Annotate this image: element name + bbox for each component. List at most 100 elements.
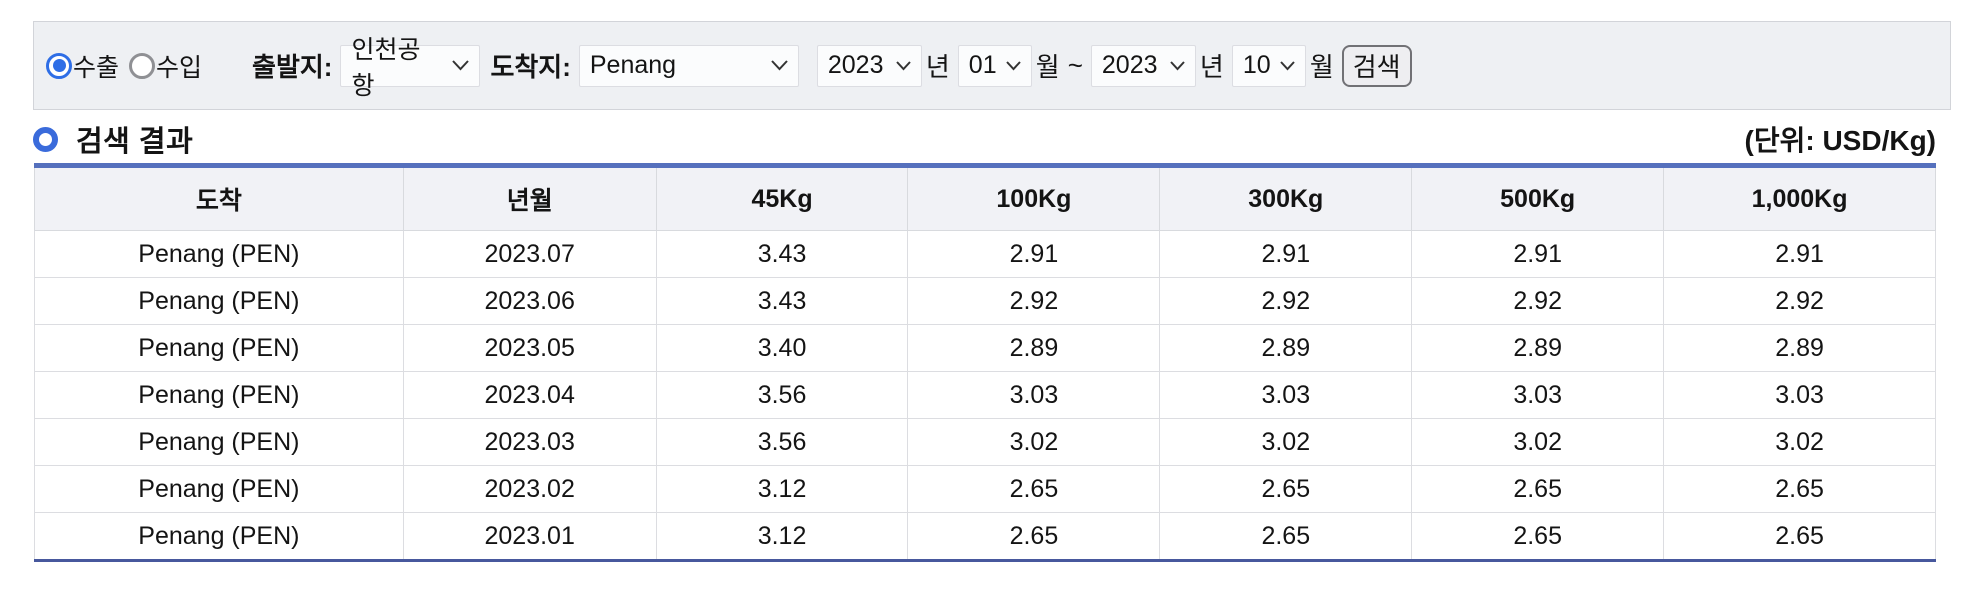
rates-table: 도착 년월 45Kg 100Kg 300Kg 500Kg 1,000Kg Penang (P… — [34, 163, 1936, 562]
table-cell: 3.03 — [1663, 371, 1936, 419]
table-cell: Penang (PEN) — [34, 230, 404, 278]
rates-table-header-row: 도착 년월 45Kg 100Kg 300Kg 500Kg 1,000Kg — [34, 165, 1936, 231]
search-button[interactable]: 검색 — [1341, 44, 1412, 87]
chevron-down-icon — [1170, 60, 1185, 71]
table-cell: 2.89 — [1411, 324, 1665, 372]
results-section-title: 검색 결과 — [76, 126, 194, 158]
table-cell: 2.65 — [907, 512, 1161, 561]
table-cell: 3.02 — [1411, 418, 1665, 466]
results-heading-row: 검색 결과 (단위: USD/Kg) — [33, 120, 1936, 158]
from-year-value: 2023 — [827, 51, 884, 79]
table-cell: 2.65 — [907, 465, 1161, 513]
table-cell: 2.91 — [1411, 230, 1665, 278]
column-header: 1,000Kg — [1663, 165, 1936, 231]
section-bullet-ring-icon — [33, 126, 58, 152]
chevron-down-icon — [771, 60, 788, 71]
to-month-suffix: 월 — [1309, 52, 1334, 82]
table-cell: 2.92 — [1663, 277, 1936, 325]
table-cell: 2023.03 — [402, 418, 657, 466]
table-cell: Penang (PEN) — [34, 371, 404, 419]
table-cell: 3.56 — [655, 418, 909, 466]
origin-select-value: 인천공항 — [351, 35, 421, 100]
table-cell: 3.02 — [907, 418, 1161, 466]
table-cell: Penang (PEN) — [34, 418, 404, 466]
table-cell: 3.12 — [655, 512, 909, 561]
to-month-select[interactable]: 10 — [1231, 44, 1306, 87]
from-month-suffix: 월 — [1035, 52, 1060, 82]
destination-label: 도착지: — [490, 52, 571, 82]
table-cell: 2023.04 — [402, 371, 657, 419]
radio-export-indicator[interactable] — [46, 52, 72, 79]
table-cell: 2.91 — [1663, 230, 1936, 278]
table-cell: 2.92 — [1411, 277, 1665, 325]
table-row: Penang (PEN) 2023.03 3.56 3.02 3.02 3.02 3.02 — [34, 418, 1936, 466]
radio-import[interactable]: 수입 — [129, 48, 202, 84]
table-cell: 2.65 — [1663, 465, 1936, 513]
radio-export[interactable]: 수출 — [46, 48, 119, 84]
table-row: Penang (PEN) 2023.01 3.12 2.65 2.65 2.65 2.65 — [34, 512, 1936, 561]
table-cell: 2.89 — [907, 324, 1161, 372]
chevron-down-icon — [1006, 60, 1021, 71]
column-header: 500Kg — [1411, 165, 1665, 231]
table-cell: 2.65 — [1663, 512, 1936, 561]
table-cell: 2.65 — [1411, 465, 1665, 513]
to-month-value: 10 — [1242, 51, 1271, 79]
column-header: 도착 — [34, 165, 404, 231]
radio-import-label: 수입 — [156, 53, 203, 82]
table-row: Penang (PEN) 2023.04 3.56 3.03 3.03 3.03 3.03 — [34, 371, 1936, 419]
table-cell: 3.03 — [907, 371, 1161, 419]
range-separator: ~ — [1067, 50, 1083, 80]
table-cell: 3.43 — [655, 230, 909, 278]
origin-label: 출발지: — [252, 52, 333, 82]
to-year-suffix: 년 — [1199, 52, 1224, 82]
column-header: 100Kg — [907, 165, 1161, 231]
column-header: 45Kg — [655, 165, 909, 231]
from-year-select[interactable]: 2023 — [816, 44, 922, 87]
table-cell: 2.89 — [1159, 324, 1413, 372]
column-header: 년월 — [402, 165, 657, 231]
table-cell: Penang (PEN) — [34, 277, 404, 325]
from-year-suffix: 년 — [925, 52, 950, 82]
table-cell: 2023.05 — [402, 324, 657, 372]
table-cell: 2023.02 — [402, 465, 657, 513]
from-month-value: 01 — [968, 51, 997, 79]
table-cell: 3.03 — [1411, 371, 1665, 419]
to-year-value: 2023 — [1101, 51, 1158, 79]
table-cell: 3.02 — [1159, 418, 1413, 466]
table-cell: 2.92 — [907, 277, 1161, 325]
from-month-select[interactable]: 01 — [957, 44, 1032, 87]
table-cell: 3.56 — [655, 371, 909, 419]
table-row: Penang (PEN) 2023.05 3.40 2.89 2.89 2.89 2.89 — [34, 324, 1936, 372]
table-row: Penang (PEN) 2023.07 3.43 2.91 2.91 2.91 2.91 — [34, 230, 1936, 278]
chevron-down-icon — [452, 60, 470, 71]
radio-export-label: 수출 — [73, 53, 120, 82]
table-cell: Penang (PEN) — [34, 465, 404, 513]
search-filter-bar: 수출 수입 출발지: 인천공항 도착지: Penang 2023 년 01 월 … — [33, 21, 1951, 110]
table-cell: 2.65 — [1411, 512, 1665, 561]
table-cell: 3.02 — [1663, 418, 1936, 466]
radio-import-indicator[interactable] — [129, 52, 156, 79]
table-cell: 2023.01 — [402, 512, 657, 561]
table-cell: 2.92 — [1159, 277, 1413, 325]
table-cell: 3.40 — [655, 324, 909, 372]
table-cell: Penang (PEN) — [34, 512, 404, 561]
chevron-down-icon — [896, 60, 911, 71]
origin-select[interactable]: 인천공항 — [340, 36, 481, 100]
table-cell: 2.89 — [1663, 324, 1936, 372]
table-cell: 2.65 — [1159, 512, 1413, 561]
unit-label: (단위: USD/Kg) — [1744, 125, 1937, 156]
table-cell: 2.91 — [907, 230, 1161, 278]
table-cell: 3.03 — [1159, 371, 1413, 419]
table-cell: 2.91 — [1159, 230, 1413, 278]
table-cell: 3.43 — [655, 277, 909, 325]
table-cell: 2023.07 — [402, 230, 657, 278]
table-cell: 3.12 — [655, 465, 909, 513]
rates-table-body: Penang (PEN) 2023.07 3.43 2.91 2.91 2.91 2.91 P… — [34, 230, 1936, 561]
table-row: Penang (PEN) 2023.06 3.43 2.92 2.92 2.92 2.92 — [34, 277, 1936, 325]
to-year-select[interactable]: 2023 — [1090, 44, 1196, 87]
chevron-down-icon — [1280, 60, 1295, 71]
column-header: 300Kg — [1159, 165, 1413, 231]
table-cell: 2023.06 — [402, 277, 657, 325]
destination-select-value: Penang — [589, 51, 677, 79]
destination-select[interactable]: Penang — [578, 44, 799, 87]
